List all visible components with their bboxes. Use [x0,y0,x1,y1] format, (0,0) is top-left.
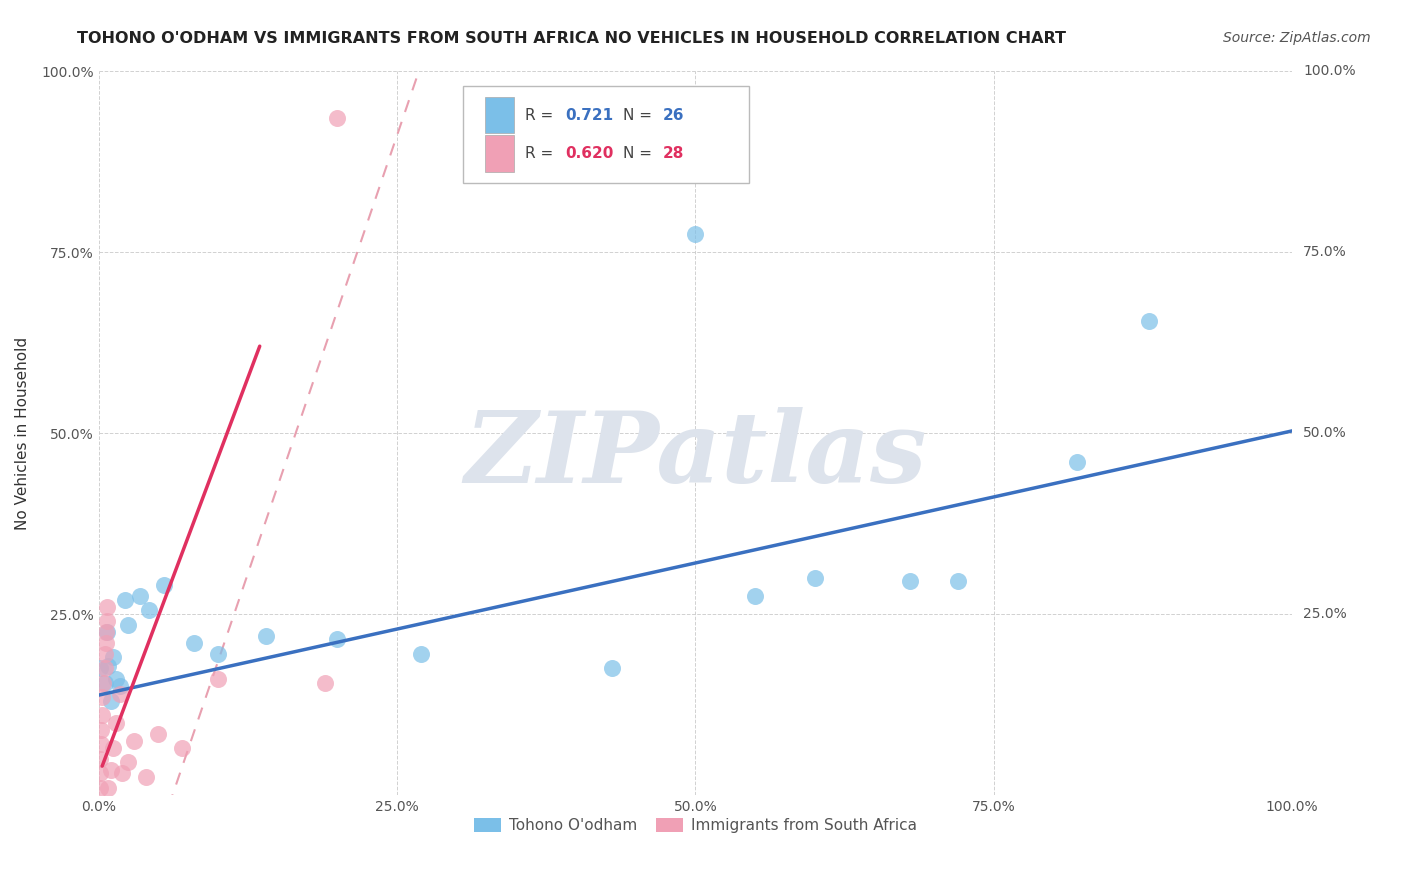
Point [108,680,131,694]
Point [93,676,115,690]
Point [93,647,115,661]
Point [114,592,136,607]
Point [326,111,349,125]
Point [1137,314,1160,328]
Point [96,625,118,640]
Point [148,726,170,740]
Point [96,599,118,614]
Text: 25.0%: 25.0% [1303,607,1347,621]
Point [105,715,128,730]
Point [946,574,969,589]
Point [89,661,111,675]
Point [90,737,112,751]
Point [101,741,124,756]
Point [409,647,432,661]
Text: 0.721: 0.721 [565,108,613,123]
Text: TOHONO O'ODHAM VS IMMIGRANTS FROM SOUTH AFRICA NO VEHICLES IN HOUSEHOLD CORRELAT: TOHONO O'ODHAM VS IMMIGRANTS FROM SOUTH … [77,31,1066,46]
FancyBboxPatch shape [485,97,515,134]
Point [326,632,349,647]
Point [90,723,112,737]
Point [803,571,825,585]
Point [93,661,115,675]
Legend: Tohono O'odham, Immigrants from South Africa: Tohono O'odham, Immigrants from South Af… [468,813,922,839]
Text: R =: R = [524,146,558,161]
Point [108,687,131,701]
Y-axis label: No Vehicles in Household: No Vehicles in Household [15,336,30,530]
Point [89,766,111,780]
Point [97,780,120,795]
Point [600,661,623,675]
Point [100,694,122,708]
Text: 26: 26 [664,108,685,123]
Point [91,708,114,723]
Point [93,676,115,690]
Point [254,629,277,643]
Point [94,636,117,650]
Point [101,650,124,665]
Point [97,659,120,673]
Point [89,752,111,766]
Text: N =: N = [623,108,657,123]
Point [314,676,336,690]
Text: N =: N = [623,146,657,161]
FancyBboxPatch shape [463,86,749,183]
Point [111,766,134,780]
Point [207,672,229,686]
Point [94,625,117,640]
Point [117,756,139,770]
Point [685,227,707,241]
Text: R =: R = [524,108,558,123]
Point [744,589,766,603]
Point [124,733,146,747]
Point [138,603,160,617]
Point [96,615,118,629]
Text: 75.0%: 75.0% [1303,245,1347,259]
Point [135,770,157,784]
Point [100,763,122,777]
Point [1066,455,1088,469]
Text: 28: 28 [664,146,685,161]
Point [105,672,128,686]
Point [207,647,229,661]
Point [153,578,176,592]
Point [172,741,194,756]
Text: ZIPatlas: ZIPatlas [464,407,927,503]
Point [117,618,139,632]
Text: 100.0%: 100.0% [1303,64,1355,78]
FancyBboxPatch shape [485,136,515,171]
Point [898,574,921,589]
Text: 50.0%: 50.0% [1303,426,1347,440]
Point [129,589,152,603]
Point [89,780,111,795]
Text: Source: ZipAtlas.com: Source: ZipAtlas.com [1223,31,1371,45]
Point [183,636,205,650]
Text: 0.620: 0.620 [565,146,613,161]
Point [91,690,114,705]
